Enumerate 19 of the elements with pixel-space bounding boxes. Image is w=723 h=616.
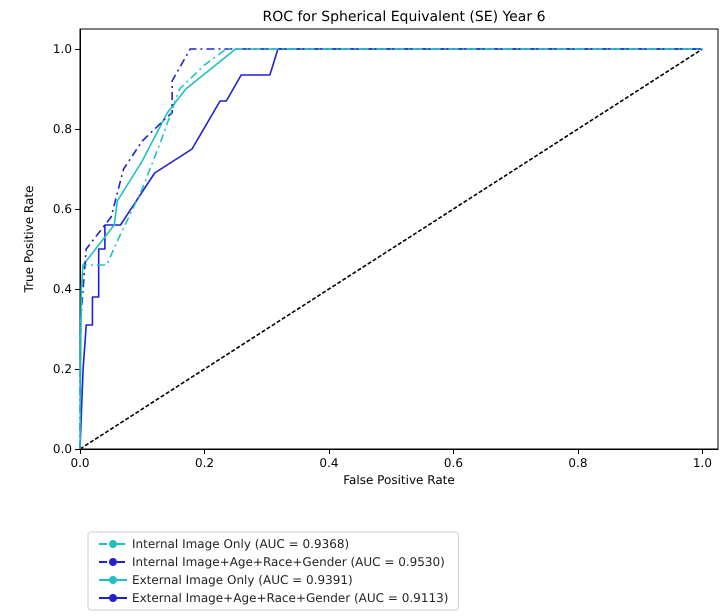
x-tick-label: 0.8	[568, 456, 588, 470]
legend-label: Internal Image+Age+Race+Gender (AUC = 0.9530)	[132, 555, 445, 569]
x-tick-label: 1.0	[692, 456, 712, 470]
y-tick-label: 0.8	[52, 122, 72, 136]
y-tick-label: 0.4	[52, 282, 72, 296]
x-tick-label: 0.2	[194, 456, 214, 470]
x-tick-label: 0.4	[319, 456, 339, 470]
legend-label: External Image Only (AUC = 0.9391)	[132, 573, 353, 587]
x-tick-label: 0.0	[70, 456, 90, 470]
y-tick-label: 0.0	[52, 442, 72, 456]
legend-label: External Image+Age+Race+Gender (AUC = 0.9113)	[132, 591, 448, 605]
chart-title: ROC for Spherical Equivalent (SE) Year 6	[262, 9, 546, 25]
y-tick-label: 1.0	[52, 42, 72, 56]
x-axis-title: False Positive Rate	[343, 472, 455, 487]
y-axis-title: True Positive Rate	[22, 186, 36, 294]
x-tick-label: 0.6	[444, 456, 464, 470]
legend-label: Internal Image Only (AUC = 0.9368)	[132, 537, 350, 551]
y-tick-label: 0.2	[52, 362, 72, 376]
y-tick-label: 0.6	[52, 202, 72, 216]
